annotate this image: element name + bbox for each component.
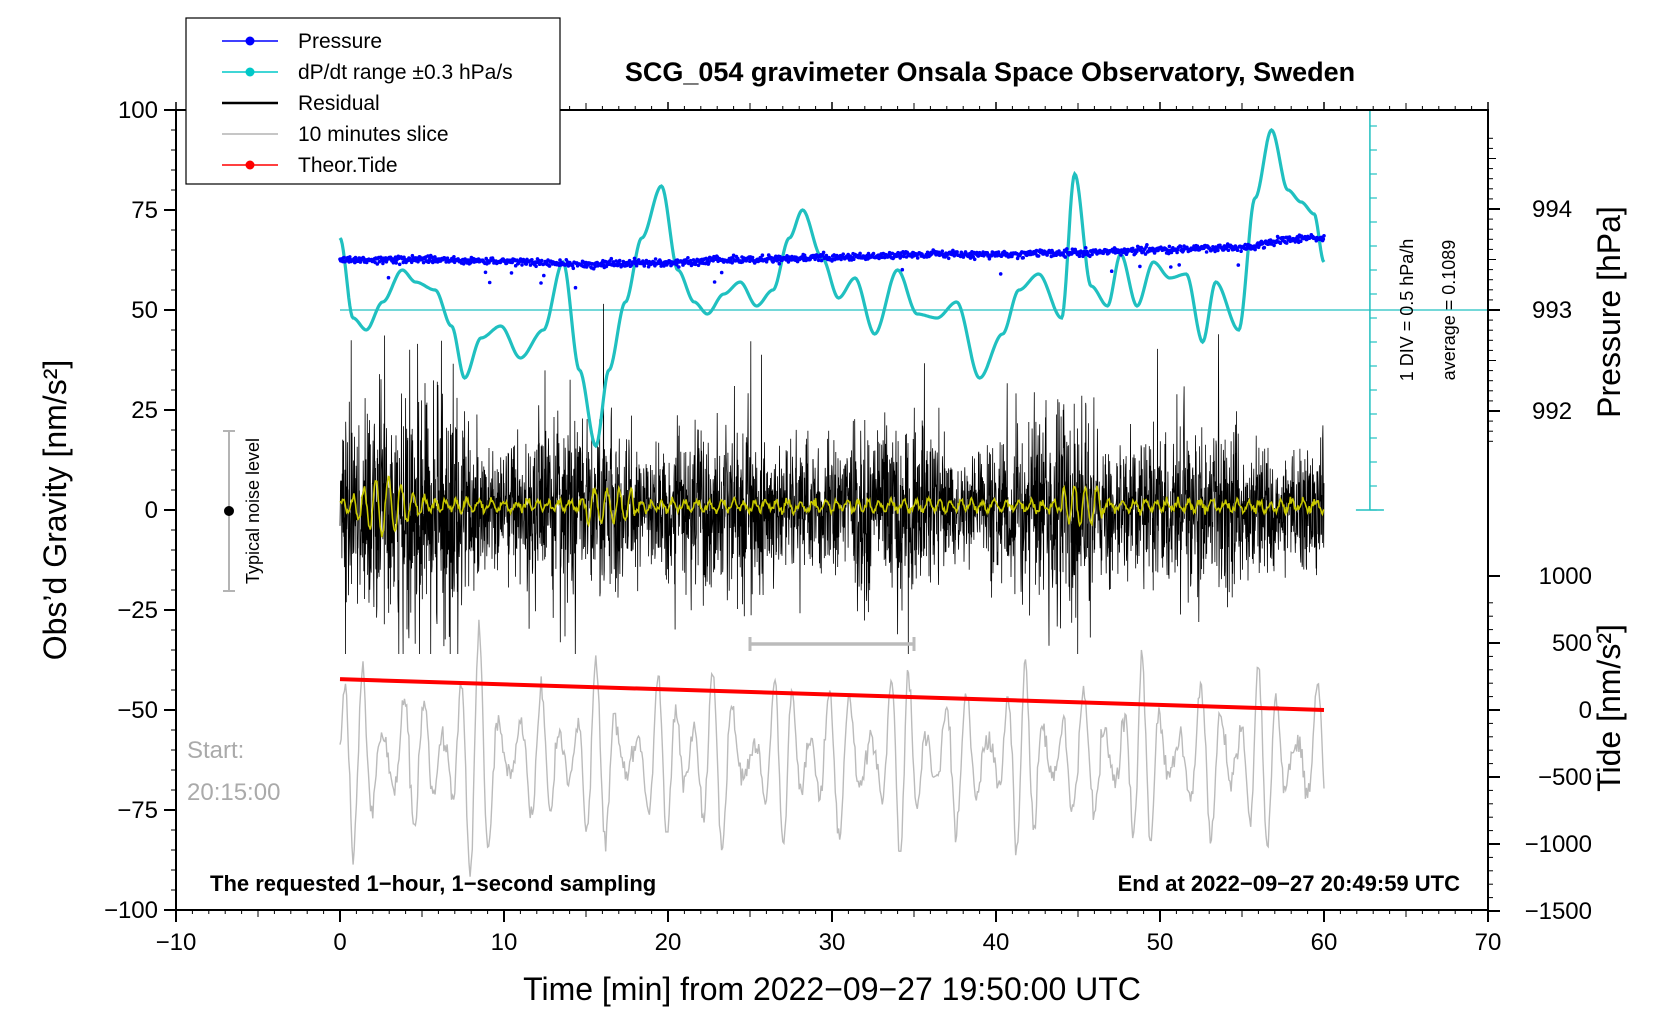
pressure-tick-label: 994 xyxy=(1532,196,1572,223)
y-tick-label: 25 xyxy=(131,397,158,424)
x-tick-label: 60 xyxy=(1311,929,1338,956)
tide-tick-label: 0 xyxy=(1579,697,1592,724)
x-tick-label: 40 xyxy=(983,929,1010,956)
chart-title: SCG_054 gravimeter Onsala Space Observat… xyxy=(625,57,1355,87)
pressure-axis-title: Pressure [hPa] xyxy=(1591,206,1627,418)
series-dpdt xyxy=(338,127,1326,449)
noise-dot xyxy=(224,506,234,516)
tide-tick-label: −1000 xyxy=(1525,831,1592,858)
legend-label: dP/dt range ±0.3 hPa/s xyxy=(298,61,513,84)
x-tick-label: 20 xyxy=(655,929,682,956)
legend-marker xyxy=(245,36,255,46)
x-tick-label: −10 xyxy=(156,929,197,956)
x-axis-title: Time [min] from 2022−09−27 19:50:00 UTC xyxy=(523,971,1141,1007)
axes: −10 0 10 20 30 40 50 60 701007550250−25−50−75−10… xyxy=(104,97,1592,956)
pressure-tick-label: 993 xyxy=(1532,297,1572,324)
x-tick-label: 10 xyxy=(491,929,518,956)
legend-box xyxy=(185,17,561,185)
series-tide xyxy=(339,677,1325,712)
start-label: Start: xyxy=(187,737,244,764)
tide-tick-label: 500 xyxy=(1552,630,1592,657)
y-tick-label: 75 xyxy=(131,197,158,224)
legend-label: Theor.Tide xyxy=(298,154,398,177)
legend-label: Pressure xyxy=(298,30,382,53)
x-tick-label: 50 xyxy=(1147,929,1174,956)
tide-tick-label: −1500 xyxy=(1525,898,1592,925)
tide-tick-label: 1000 xyxy=(1539,563,1592,590)
pressure-tick-label: 992 xyxy=(1532,398,1572,425)
average-label: average = 0.1089 xyxy=(1439,240,1459,381)
x-tick-label: 0 xyxy=(333,929,346,956)
y-tick-label: −100 xyxy=(104,897,158,924)
legend-label: 10 minutes slice xyxy=(298,123,449,146)
footer-right: End at 2022−09−27 20:49:59 UTC xyxy=(1118,871,1461,896)
x-tick-label: 70 xyxy=(1475,929,1502,956)
legend-label: Residual xyxy=(298,92,380,115)
plot-data xyxy=(338,110,1488,877)
footer-left: The requested 1−hour, 1−second sampling xyxy=(210,871,656,896)
y-tick-label: −50 xyxy=(117,697,158,724)
series-pressure xyxy=(338,233,1326,290)
series-slice xyxy=(339,619,1325,877)
x-tick-label: 30 xyxy=(819,929,846,956)
y-tick-label: 50 xyxy=(131,297,158,324)
y-axis-title-left: Obs’d Gravity [nm/s²] xyxy=(37,360,73,661)
legend: Pressure dP/dt range ±0.3 hPa/s Residual 10… xyxy=(185,17,561,185)
y-tick-label: −75 xyxy=(117,797,158,824)
y-tick-label: 100 xyxy=(118,97,158,124)
legend-marker xyxy=(245,67,255,77)
noise-label: Typical noise level xyxy=(243,438,263,584)
y-tick-label: −25 xyxy=(117,597,158,624)
tide-tick-label: −500 xyxy=(1538,764,1592,791)
y-tick-label: 0 xyxy=(145,497,158,524)
series-filtered-residual xyxy=(339,475,1325,538)
legend-marker xyxy=(245,160,255,170)
start-time: 20:15:00 xyxy=(187,779,280,806)
tide-axis-title: Tide [nm/s²] xyxy=(1591,624,1627,792)
div-label: 1 DIV = 0.5 hPa/h xyxy=(1397,239,1417,382)
series-residual xyxy=(339,303,1325,655)
